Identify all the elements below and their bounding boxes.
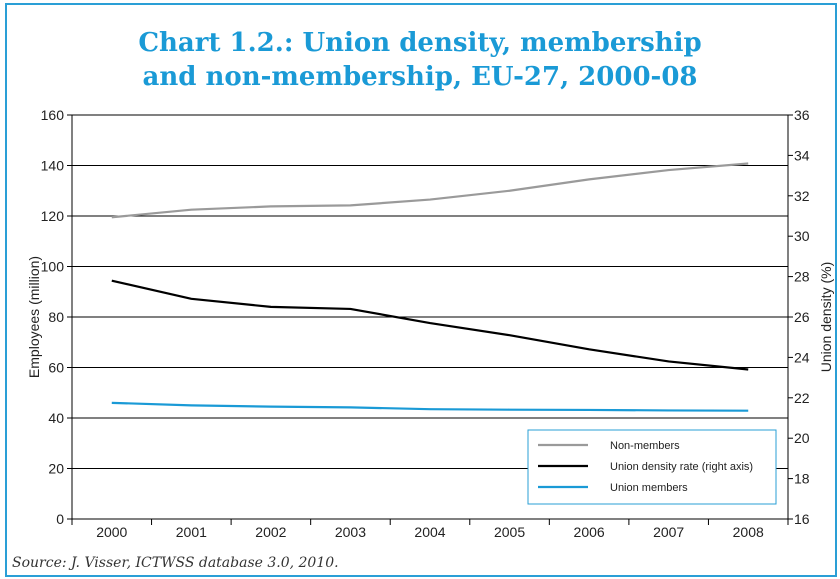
x-axis-tick-label: 2001 xyxy=(176,524,207,540)
left-axis-tick-label: 0 xyxy=(56,511,64,527)
x-axis-tick-label: 2000 xyxy=(96,524,127,540)
x-axis-tick-label: 2002 xyxy=(255,524,286,540)
left-axis-tick-label: 140 xyxy=(41,158,65,174)
series-line xyxy=(111,401,749,412)
series-line xyxy=(111,279,749,371)
source-note: Source: J. Visser, ICTWSS database 3.0, … xyxy=(12,555,339,571)
x-axis-tick-label: 2003 xyxy=(335,524,366,540)
left-axis-tick-label: 20 xyxy=(48,461,64,477)
right-axis-tick-label: 36 xyxy=(794,107,810,123)
right-axis-tick-label: 26 xyxy=(794,309,810,325)
right-axis-tick-label: 18 xyxy=(794,471,810,487)
right-axis-tick-label: 24 xyxy=(794,349,810,365)
right-axis-tick-label: 28 xyxy=(794,269,810,285)
left-axis-tick-label: 80 xyxy=(48,309,64,325)
x-axis-tick-label: 2005 xyxy=(494,524,525,540)
x-axis-tick-label: 2004 xyxy=(414,524,445,540)
left-axis-tick-label: 40 xyxy=(48,410,64,426)
right-axis-tick-label: 16 xyxy=(794,511,810,527)
right-axis-tick-label: 32 xyxy=(794,188,810,204)
left-axis-tick-label: 100 xyxy=(41,259,65,275)
left-axis-tick-label: 120 xyxy=(41,208,65,224)
right-axis-tick-label: 30 xyxy=(794,228,810,244)
right-axis-tick-label: 34 xyxy=(794,147,810,163)
legend-label: Non-members xyxy=(610,440,680,452)
right-axis-title: Union density (%) xyxy=(818,262,834,373)
series-line xyxy=(111,162,749,219)
chart-title: Chart 1.2.: Union density, membership an… xyxy=(0,26,840,94)
chart-title-line-2: and non-membership, EU-27, 2000-08 xyxy=(142,62,698,92)
chart-title-line-1: Chart 1.2.: Union density, membership xyxy=(138,28,702,58)
left-axis-tick-label: 60 xyxy=(48,360,64,376)
legend-label: Union density rate (right axis) xyxy=(610,461,753,473)
x-axis-tick-label: 2007 xyxy=(653,524,684,540)
right-axis-tick-label: 22 xyxy=(794,390,810,406)
x-axis-tick-label: 2008 xyxy=(733,524,764,540)
right-axis-tick-label: 20 xyxy=(794,430,810,446)
left-axis-title: Employees (million) xyxy=(26,256,42,378)
left-axis-tick-label: 160 xyxy=(41,107,65,123)
x-axis-tick-label: 2006 xyxy=(574,524,605,540)
plot-area xyxy=(71,114,789,520)
legend-label: Union members xyxy=(610,482,688,494)
